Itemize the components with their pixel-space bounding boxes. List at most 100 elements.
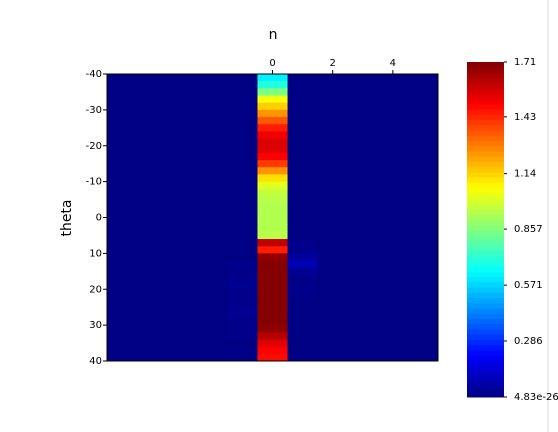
heatmap-cell [137, 81, 168, 89]
heatmap-cell [227, 267, 258, 276]
heatmap-cell [407, 253, 439, 262]
colorbar-step [467, 360, 504, 367]
heatmap-cell [107, 95, 138, 104]
heatmap-cell [287, 224, 319, 233]
heatmap-cell [137, 124, 168, 132]
heatmap-cell [107, 317, 138, 326]
heatmap-cell [107, 353, 138, 362]
heatmap-cell [137, 317, 168, 326]
colorbar-step [467, 245, 504, 251]
heatmap-cell [227, 296, 258, 305]
heatmap-cell [137, 239, 168, 247]
heatmap-cell [197, 239, 228, 247]
heatmap-cell [377, 289, 409, 297]
heatmap-cell [257, 138, 289, 147]
heatmap-cell [137, 353, 168, 362]
heatmap-cell [257, 203, 289, 211]
colorbar-step [467, 266, 504, 272]
heatmap-cell [107, 102, 138, 111]
heatmap-cell [107, 239, 138, 247]
heatmap-cell [407, 74, 439, 82]
heatmap-cell [137, 174, 168, 183]
heatmap-cell [137, 289, 168, 297]
heatmap-cell [317, 274, 349, 283]
heatmap-cell [317, 239, 349, 247]
heatmap-cell [197, 195, 228, 204]
heatmap-cell [317, 195, 349, 204]
heatmap-cell [257, 325, 289, 333]
heatmap-cell [347, 346, 379, 355]
heatmap-cell [407, 296, 439, 305]
y-tick-label: 0 [96, 213, 102, 224]
heatmap-cell [107, 74, 138, 82]
heatmap-cell [287, 188, 319, 197]
heatmap-cell [167, 246, 198, 254]
heatmap-cell [167, 174, 198, 183]
heatmap-cell [317, 346, 349, 355]
heatmap-cell [287, 195, 319, 204]
heatmap-cell [167, 117, 198, 125]
heatmap-cell [227, 346, 258, 355]
heatmap-cell [377, 239, 409, 247]
heatmap-cell [197, 124, 228, 132]
heatmap-cell [137, 188, 168, 197]
heatmap-cell [107, 117, 138, 125]
heatmap-cell [257, 188, 289, 197]
heatmap-cell [407, 174, 439, 183]
y-tick-label: 10 [89, 248, 102, 259]
heatmap-cell [407, 102, 439, 111]
heatmap-cell [347, 332, 379, 340]
heatmap-cell [167, 267, 198, 276]
heatmap-cell [167, 346, 198, 355]
heatmap-cell [257, 310, 289, 319]
colorbar-step [467, 62, 504, 68]
heatmap-cell [347, 74, 379, 82]
heatmap-cell [407, 95, 439, 104]
heatmap-cell [287, 210, 319, 218]
heatmap-cell [317, 167, 349, 175]
y-tick-label: -20 [86, 141, 102, 152]
heatmap-cell [407, 117, 439, 125]
heatmap-cell [137, 74, 168, 82]
colorbar-step [467, 182, 504, 189]
heatmap-cell [407, 332, 439, 340]
heatmap-cell [407, 81, 439, 89]
heatmap-cell [107, 253, 138, 262]
heatmap-cell [137, 267, 168, 276]
colorbar-step [467, 365, 504, 372]
heatmap-cell [287, 325, 319, 333]
heatmap-cell [347, 152, 379, 161]
heatmap-cell [407, 181, 439, 190]
heatmap-cell [317, 131, 349, 140]
heatmap-cell [407, 339, 439, 348]
heatmap-cell [287, 353, 319, 362]
heatmap-cell [137, 131, 168, 140]
heatmap-cell [107, 174, 138, 183]
heatmap-cell [287, 203, 319, 211]
colorbar-step [467, 370, 504, 377]
heatmap-cell [167, 188, 198, 197]
heatmap-cell [167, 239, 198, 247]
heatmap-cell [347, 267, 379, 276]
heatmap-cell [347, 195, 379, 204]
heatmap-cell [317, 203, 349, 211]
heatmap-cell [167, 253, 198, 262]
heatmap-cell [377, 138, 409, 147]
colorbar-step [467, 82, 504, 89]
heatmap-cell [257, 246, 289, 254]
heatmap-cell [347, 131, 379, 140]
colorbar-step [467, 135, 504, 142]
heatmap-cell [197, 138, 228, 147]
colorbar-step [467, 292, 504, 299]
heatmap-cell [287, 117, 319, 125]
heatmap-cell [137, 224, 168, 233]
colorbar-step [467, 271, 504, 278]
heatmap-cell [197, 296, 228, 305]
heatmap-cell [197, 289, 228, 297]
heatmap-cell [377, 124, 409, 132]
colorbar-step [467, 103, 504, 110]
heatmap-cell [377, 117, 409, 125]
y-tick-label: -30 [86, 105, 102, 116]
heatmap-cell [107, 152, 138, 161]
heatmap-cell [317, 325, 349, 333]
